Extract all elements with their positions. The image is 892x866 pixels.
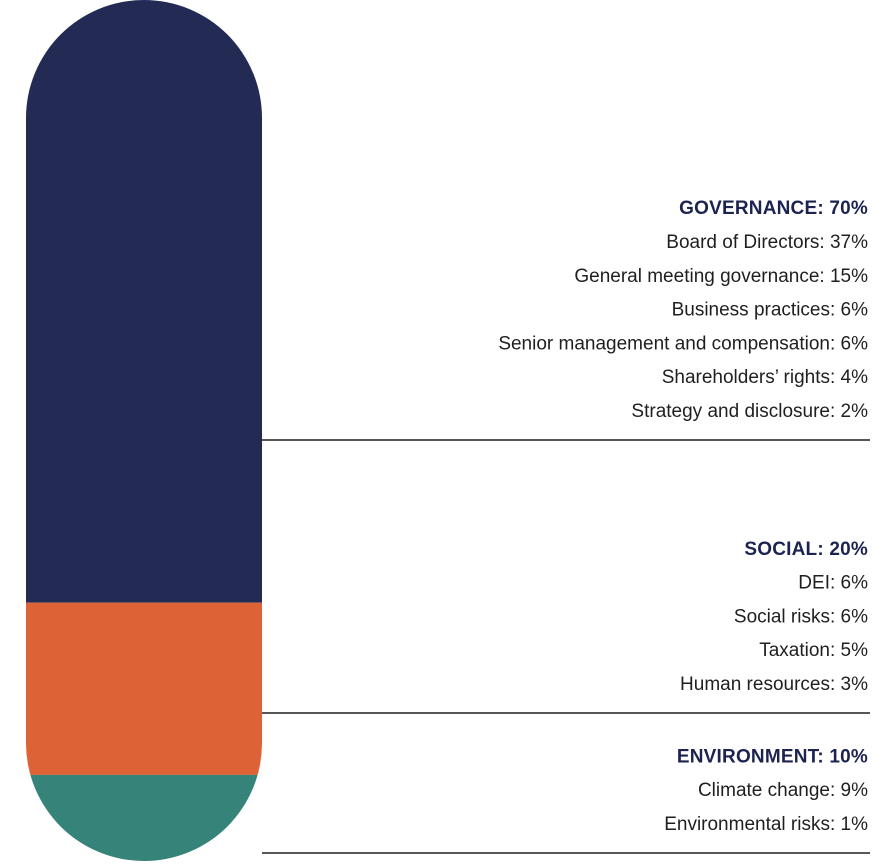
item-label: Climate change: 9% (698, 780, 868, 801)
pill-bar (26, 0, 262, 861)
item-label: General meeting governance: 15% (574, 266, 868, 287)
item-label: Shareholders’ rights: 4% (662, 367, 868, 388)
item-label: Social risks: 6% (734, 606, 868, 627)
item-label: Environmental risks: 1% (664, 814, 868, 835)
segment-label: SOCIAL: 20% (744, 539, 868, 560)
item-label: Senior management and compensation: 6% (498, 333, 868, 354)
item-label: Taxation: 5% (759, 640, 868, 661)
item-label: Human resources: 3% (680, 674, 868, 695)
segment (26, 0, 262, 603)
segment (26, 602, 262, 775)
labels: GOVERNANCE: 70% Board of Directors: 37% Ge… (262, 198, 870, 854)
item-label: Board of Directors: 37% (666, 232, 868, 253)
segment (26, 774, 262, 861)
segment-label: ENVIRONMENT: 10% (677, 746, 868, 767)
item-label: Strategy and disclosure: 2% (631, 401, 868, 422)
item-label: Business practices: 6% (672, 300, 869, 321)
item-label: DEI: 6% (798, 573, 868, 594)
segment-label: GOVERNANCE: 70% (679, 198, 868, 219)
